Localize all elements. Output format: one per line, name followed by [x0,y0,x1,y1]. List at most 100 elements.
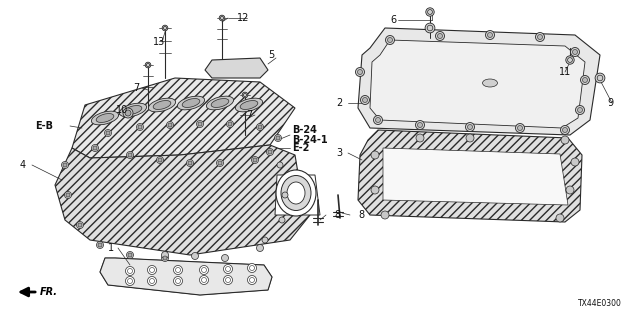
Ellipse shape [196,121,204,127]
Text: E-B: E-B [35,121,53,131]
Ellipse shape [63,163,67,167]
Ellipse shape [173,266,182,275]
Ellipse shape [211,99,229,108]
Ellipse shape [281,175,311,211]
Ellipse shape [268,150,272,154]
Ellipse shape [78,223,82,227]
Polygon shape [55,145,310,255]
Ellipse shape [106,131,110,135]
Ellipse shape [387,37,392,43]
Ellipse shape [124,106,142,115]
Text: 3: 3 [336,148,342,158]
Ellipse shape [371,151,379,159]
Ellipse shape [77,221,83,228]
Polygon shape [383,148,568,205]
Ellipse shape [435,31,445,41]
Ellipse shape [175,268,180,273]
Ellipse shape [597,75,603,81]
Ellipse shape [417,123,422,127]
Ellipse shape [573,50,577,54]
Ellipse shape [488,33,493,37]
Text: B-24: B-24 [292,125,317,135]
Text: E-2: E-2 [292,143,309,153]
Ellipse shape [218,161,222,165]
Ellipse shape [158,158,162,162]
Ellipse shape [98,243,102,247]
Ellipse shape [186,159,193,166]
Ellipse shape [92,111,118,125]
Ellipse shape [175,278,180,284]
Polygon shape [370,40,585,128]
Polygon shape [72,78,295,158]
Polygon shape [358,28,600,135]
Ellipse shape [276,170,316,216]
Ellipse shape [173,276,182,285]
Polygon shape [358,130,582,222]
Ellipse shape [65,191,72,198]
Text: 11: 11 [559,67,572,77]
Ellipse shape [163,256,167,260]
Ellipse shape [242,92,248,98]
Text: 1: 1 [108,243,114,253]
Ellipse shape [568,58,572,62]
Ellipse shape [125,276,134,285]
Ellipse shape [258,125,262,129]
Text: 6: 6 [390,15,396,25]
Ellipse shape [355,68,365,76]
Ellipse shape [123,108,133,118]
Ellipse shape [219,15,225,21]
Ellipse shape [279,217,285,223]
Ellipse shape [138,125,142,129]
Ellipse shape [200,276,209,284]
Text: 7: 7 [246,110,252,120]
Ellipse shape [556,214,564,222]
Ellipse shape [136,124,143,131]
Ellipse shape [216,159,223,166]
Ellipse shape [125,110,131,116]
Ellipse shape [483,79,497,87]
Ellipse shape [145,62,151,68]
Text: 5: 5 [268,50,275,60]
Ellipse shape [466,134,474,142]
Ellipse shape [381,211,389,219]
Polygon shape [205,58,268,78]
Ellipse shape [515,124,525,132]
Ellipse shape [426,8,434,16]
Ellipse shape [360,95,369,105]
Ellipse shape [128,153,132,157]
Ellipse shape [128,253,132,257]
Ellipse shape [93,146,97,150]
Ellipse shape [200,266,209,275]
Text: 9: 9 [607,98,613,108]
Ellipse shape [415,121,424,130]
Ellipse shape [536,33,545,42]
Text: TX44E0300: TX44E0300 [578,299,622,308]
Ellipse shape [257,244,264,252]
Ellipse shape [225,277,230,283]
Ellipse shape [561,136,569,144]
Ellipse shape [266,148,273,156]
Ellipse shape [168,123,172,127]
Ellipse shape [248,263,257,273]
Ellipse shape [566,186,574,194]
Ellipse shape [518,125,522,131]
Ellipse shape [262,237,268,243]
Ellipse shape [277,162,283,168]
Ellipse shape [166,122,173,129]
Ellipse shape [580,76,589,84]
Ellipse shape [182,99,200,108]
Text: FR.: FR. [40,287,58,297]
Ellipse shape [162,25,168,31]
Text: 10: 10 [116,105,128,115]
Ellipse shape [161,252,168,259]
Ellipse shape [570,47,579,57]
Ellipse shape [221,254,228,261]
Ellipse shape [425,23,435,33]
Ellipse shape [153,100,171,109]
Ellipse shape [228,122,232,126]
Ellipse shape [206,96,234,110]
Ellipse shape [66,193,70,197]
Ellipse shape [223,265,232,274]
Ellipse shape [376,117,381,123]
Polygon shape [100,258,272,295]
